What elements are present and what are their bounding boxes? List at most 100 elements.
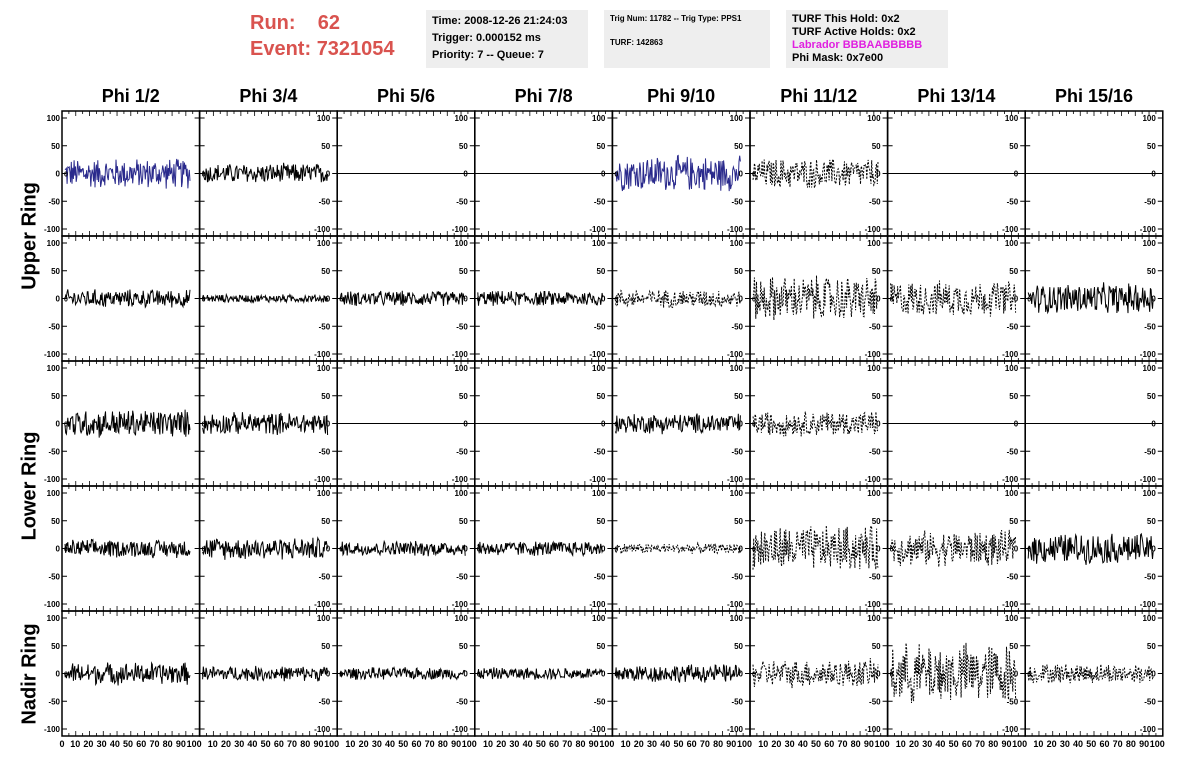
panel-frame	[1024, 610, 1164, 737]
x-tick-label: 20	[359, 739, 369, 749]
y-tick-label: 50	[459, 517, 468, 526]
y-tick-label: 0	[1014, 670, 1019, 679]
y-tick-label: 100	[592, 614, 606, 623]
y-tick-label: 100	[1005, 114, 1019, 123]
column-header: Phi 9/10	[647, 86, 716, 106]
waveform-panel: 100 50 0 -50 -100 0	[198, 485, 338, 612]
waveform-trace	[614, 289, 741, 309]
waveform-panel: 100 50 0 -50 -100 0	[749, 235, 889, 362]
y-tick-label: 50	[51, 267, 60, 276]
zero-label: 0	[202, 297, 206, 304]
y-tick-label: 0	[56, 670, 61, 679]
y-tick-label: 50	[321, 142, 330, 151]
y-tick-label: -50	[48, 197, 60, 206]
y-tick-label: 50	[596, 267, 605, 276]
y-tick-label: -50	[594, 447, 606, 456]
waveform-panel: 100 50 0 -50 -100 0	[474, 610, 614, 737]
zero-label: 0	[614, 172, 618, 179]
waveform-panel: 100 50 0 -50 -100 0	[1024, 610, 1164, 737]
x-tick-label: 10	[621, 739, 631, 749]
zero-label: 0	[64, 172, 68, 179]
y-tick-label: 100	[1142, 614, 1156, 623]
x-tick-label: 100	[462, 739, 477, 749]
waveform-trace	[339, 290, 466, 307]
y-tick-label: -100	[1140, 600, 1157, 609]
y-tick-label: 50	[872, 642, 881, 651]
y-tick-label: 100	[317, 239, 331, 248]
waveform-trace	[752, 158, 879, 189]
y-tick-label: 0	[56, 170, 61, 179]
y-tick-label: 100	[1142, 239, 1156, 248]
y-tick-label: -50	[731, 322, 743, 331]
y-tick-label: 50	[1009, 142, 1018, 151]
y-tick-label: 100	[1005, 364, 1019, 373]
y-tick-label: 50	[734, 642, 743, 651]
y-tick-label: 0	[1014, 545, 1019, 554]
y-tick-label: 0	[463, 670, 468, 679]
y-tick-label: -50	[456, 197, 468, 206]
zero-label: 0	[1027, 672, 1031, 679]
y-tick-label: -100	[44, 600, 61, 609]
y-tick-label: 100	[1142, 364, 1156, 373]
y-tick-label: 50	[459, 642, 468, 651]
waveform-trace	[1027, 532, 1154, 565]
waveform-panel: 100 50 0 -50 -100 0	[44, 110, 201, 237]
y-tick-label: 50	[51, 392, 60, 401]
y-tick-label: 100	[317, 364, 331, 373]
y-tick-label: -100	[727, 350, 744, 359]
x-tick-label: 20	[1047, 739, 1057, 749]
waveform-panel: 100 50 0 -50 -100 0	[611, 110, 751, 237]
waveform-panel: 100 50 0 -50 -100 0	[611, 485, 751, 612]
x-tick-label: 90	[176, 739, 186, 749]
zero-label: 0	[614, 672, 618, 679]
x-tick-label: 10	[70, 739, 80, 749]
y-tick-label: -50	[869, 197, 881, 206]
y-tick-label: 50	[51, 142, 60, 151]
waveform-trace	[752, 658, 879, 689]
x-tick-label: 30	[234, 739, 244, 749]
y-tick-label: 100	[454, 614, 468, 623]
waveform-panel: 100 50 0 -50 -100 0	[749, 110, 889, 237]
y-tick-label: -100	[589, 600, 606, 609]
zero-label: 0	[890, 672, 894, 679]
y-tick-label: 0	[739, 545, 744, 554]
x-tick-label: 30	[372, 739, 382, 749]
y-tick-label: -50	[594, 697, 606, 706]
y-tick-label: -50	[319, 197, 331, 206]
y-tick-label: 100	[730, 114, 744, 123]
x-tick-label: 100	[875, 739, 890, 749]
x-tick-label: 40	[385, 739, 395, 749]
x-tick-label: 20	[496, 739, 506, 749]
waveform-panel: 100 50 0 -50 -100 0	[44, 235, 201, 362]
y-tick-label: 100	[867, 614, 881, 623]
x-tick-label: 60	[1099, 739, 1109, 749]
x-tick-label: 40	[1073, 739, 1083, 749]
column-header: Phi 1/2	[101, 86, 160, 106]
y-tick-label: 100	[47, 114, 61, 123]
zero-label: 0	[339, 547, 343, 554]
y-tick-label: 50	[1147, 142, 1156, 151]
x-tick-label: 100	[324, 739, 339, 749]
y-tick-label: -100	[865, 600, 882, 609]
y-tick-label: -50	[456, 697, 468, 706]
x-tick-label: 10	[345, 739, 355, 749]
turf-info-box: TURF This Hold: 0x2 TURF Active Holds: 0…	[786, 10, 948, 68]
y-tick-label: -100	[314, 350, 331, 359]
y-tick-label: 50	[872, 392, 881, 401]
waveform-trace	[477, 290, 604, 306]
x-tick-label: 50	[673, 739, 683, 749]
turf-this-hold-text: TURF This Hold: 0x2	[792, 13, 900, 25]
waveform-panel: 100 50 0 -50 -100 0	[474, 235, 614, 362]
waveform-trace	[64, 538, 191, 559]
y-tick-label: -100	[44, 350, 61, 359]
y-tick-label: 0	[463, 545, 468, 554]
y-tick-label: 50	[596, 142, 605, 151]
zero-label: 0	[64, 297, 68, 304]
y-tick-label: 0	[326, 545, 331, 554]
waveform-panel: 100 50 0 -50 -100 0	[336, 610, 476, 737]
x-tick-label: 80	[713, 739, 723, 749]
waveform-trace	[890, 280, 1017, 317]
